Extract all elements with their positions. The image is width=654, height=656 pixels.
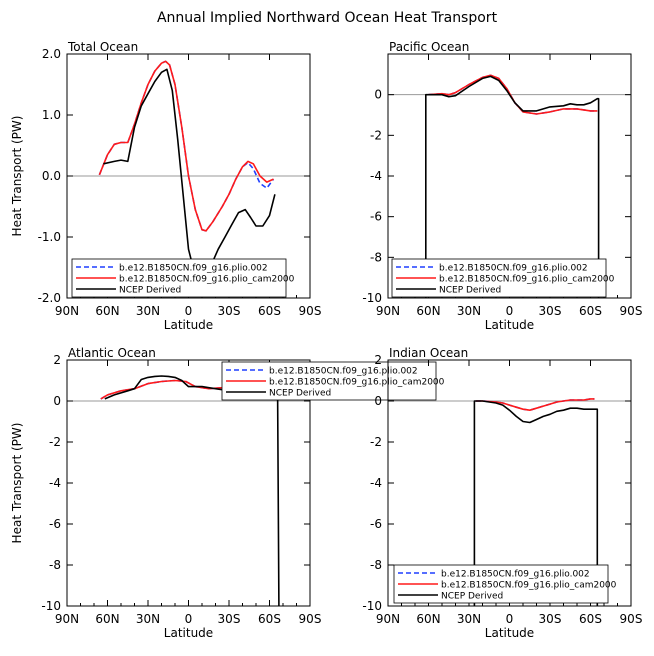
y-tick-label: 2 (53, 353, 61, 367)
x-tick-label: 60S (579, 304, 602, 318)
x-tick-label: 60S (258, 612, 281, 626)
panels: Total Ocean 90N 60N 30N 0 30S 60S 90S Latitude -2… (10, 40, 642, 640)
x-tick-label: 60N (416, 304, 440, 318)
y-tick-label: -4 (49, 476, 61, 490)
x-tick-label: 60N (95, 612, 119, 626)
series-group (100, 375, 280, 606)
series-line-1 (98, 60, 274, 232)
series-line-2 (103, 68, 276, 278)
legend: b.e12.B1850CN.f09_g16.plio.002b.e12.B185… (71, 258, 295, 298)
series-group (424, 74, 600, 298)
panel-title: Total Ocean (67, 40, 138, 54)
x-tick-label: 30S (539, 612, 562, 626)
x-tick-label: 0 (185, 612, 193, 626)
legend-label-1: b.e12.B1850CN.f09_g16.plio_cam2000 (439, 275, 615, 285)
y-tick-label: -10 (41, 599, 61, 613)
x-tick-label: 0 (185, 304, 193, 318)
legend-label-1: b.e12.B1850CN.f09_g16.plio_cam2000 (269, 378, 445, 388)
x-tick-label: 0 (506, 304, 514, 318)
legend-label-0: b.e12.B1850CN.f09_g16.plio.002 (439, 264, 588, 274)
x-tick-label: 30S (218, 304, 241, 318)
x-tick-label: 30N (136, 304, 160, 318)
x-tick-label: 90N (55, 304, 79, 318)
legend-label-2: NCEP Derived (119, 286, 181, 296)
series-group (473, 398, 599, 606)
legend-label-2: NCEP Derived (439, 286, 501, 296)
y-tick-label: -4 (370, 169, 382, 183)
y-axis-label: Heat Transport (PW) (10, 116, 24, 237)
legend-label-0: b.e12.B1850CN.f09_g16.plio.002 (269, 367, 418, 377)
y-tick-label: 0 (374, 394, 382, 408)
y-tick-label: 0 (53, 394, 61, 408)
x-tick-label: 60S (258, 304, 281, 318)
panel-title: Pacific Ocean (389, 40, 469, 54)
y-tick-label: 2.0 (42, 47, 61, 61)
x-tick-label: 60N (416, 612, 440, 626)
series-group (98, 60, 276, 278)
y-tick-label: -6 (370, 210, 382, 224)
series-line-1 (428, 74, 598, 115)
x-tick-label: 60S (579, 612, 602, 626)
panel-title: Atlantic Ocean (68, 346, 156, 360)
y-tick-label: -8 (49, 558, 61, 572)
y-tick-label: 0.0 (42, 169, 61, 183)
y-tick-label: -2 (370, 435, 382, 449)
y-tick-label: 0 (374, 88, 382, 102)
legend-label-2: NCEP Derived (269, 389, 331, 399)
series-line-2 (424, 75, 600, 298)
y-tick-label: 1.0 (42, 108, 61, 122)
x-tick-label: 30N (136, 612, 160, 626)
chart-panel-2: Atlantic Ocean 90N 60N 30N 0 30S 60S 90S Latitud… (10, 346, 445, 640)
x-tick-label: 90N (376, 304, 400, 318)
x-tick-label: 30S (218, 612, 241, 626)
y-tick-label: -10 (362, 291, 382, 305)
legend-label-2: NCEP Derived (441, 592, 503, 602)
y-tick-label: -8 (370, 250, 382, 264)
series-line-2 (104, 375, 280, 606)
y-tick-label: -2 (370, 128, 382, 142)
x-tick-label: 90S (299, 612, 322, 626)
series-line-0 (98, 60, 275, 232)
y-tick-label: -6 (370, 517, 382, 531)
y-tick-label: -8 (370, 558, 382, 572)
series-line-2 (473, 400, 599, 606)
x-tick-label: 90S (620, 304, 643, 318)
x-tick-label: 90N (376, 612, 400, 626)
legend-label-0: b.e12.B1850CN.f09_g16.plio.002 (119, 264, 268, 274)
legend: b.e12.B1850CN.f09_g16.plio.002b.e12.B185… (221, 361, 445, 401)
x-axis-label: Latitude (485, 318, 534, 332)
chart-panel-1: Pacific Ocean 90N 60N 30N 0 30S 60S 90S Latitude… (362, 40, 642, 332)
x-axis-label: Latitude (164, 626, 213, 640)
x-tick-label: 90S (299, 304, 322, 318)
panel-title: Indian Ocean (389, 346, 468, 360)
x-tick-label: 30N (457, 304, 481, 318)
y-tick-label: -2 (49, 435, 61, 449)
x-tick-label: 0 (506, 612, 514, 626)
legend: b.e12.B1850CN.f09_g16.plio.002b.e12.B185… (393, 564, 617, 604)
y-tick-label: -2.0 (38, 291, 61, 305)
y-tick-label: -6 (49, 517, 61, 531)
x-axis-label: Latitude (164, 318, 213, 332)
y-tick-label: -10 (362, 599, 382, 613)
y-tick-label: 2 (374, 353, 382, 367)
series-line-1 (475, 398, 595, 412)
y-tick-label: -4 (370, 476, 382, 490)
x-tick-label: 90S (620, 612, 643, 626)
x-tick-label: 60N (95, 304, 119, 318)
x-tick-label: 90N (55, 612, 79, 626)
legend-label-1: b.e12.B1850CN.f09_g16.plio_cam2000 (119, 275, 295, 285)
chart-panel-0: Total Ocean 90N 60N 30N 0 30S 60S 90S Latitude -2… (10, 40, 321, 332)
x-axis-label: Latitude (485, 626, 534, 640)
chart-panel-3: Indian Ocean 90N 60N 30N 0 30S 60S 90S Latitude -… (362, 346, 642, 640)
figure-title: Annual Implied Northward Ocean Heat Tran… (157, 10, 498, 26)
legend: b.e12.B1850CN.f09_g16.plio.002b.e12.B185… (391, 258, 615, 298)
x-tick-label: 30N (457, 612, 481, 626)
legend-label-0: b.e12.B1850CN.f09_g16.plio.002 (441, 570, 590, 580)
x-tick-label: 30S (539, 304, 562, 318)
y-axis-label: Heat Transport (PW) (10, 423, 24, 544)
y-tick-label: -1.0 (38, 230, 61, 244)
legend-label-1: b.e12.B1850CN.f09_g16.plio_cam2000 (441, 581, 617, 591)
